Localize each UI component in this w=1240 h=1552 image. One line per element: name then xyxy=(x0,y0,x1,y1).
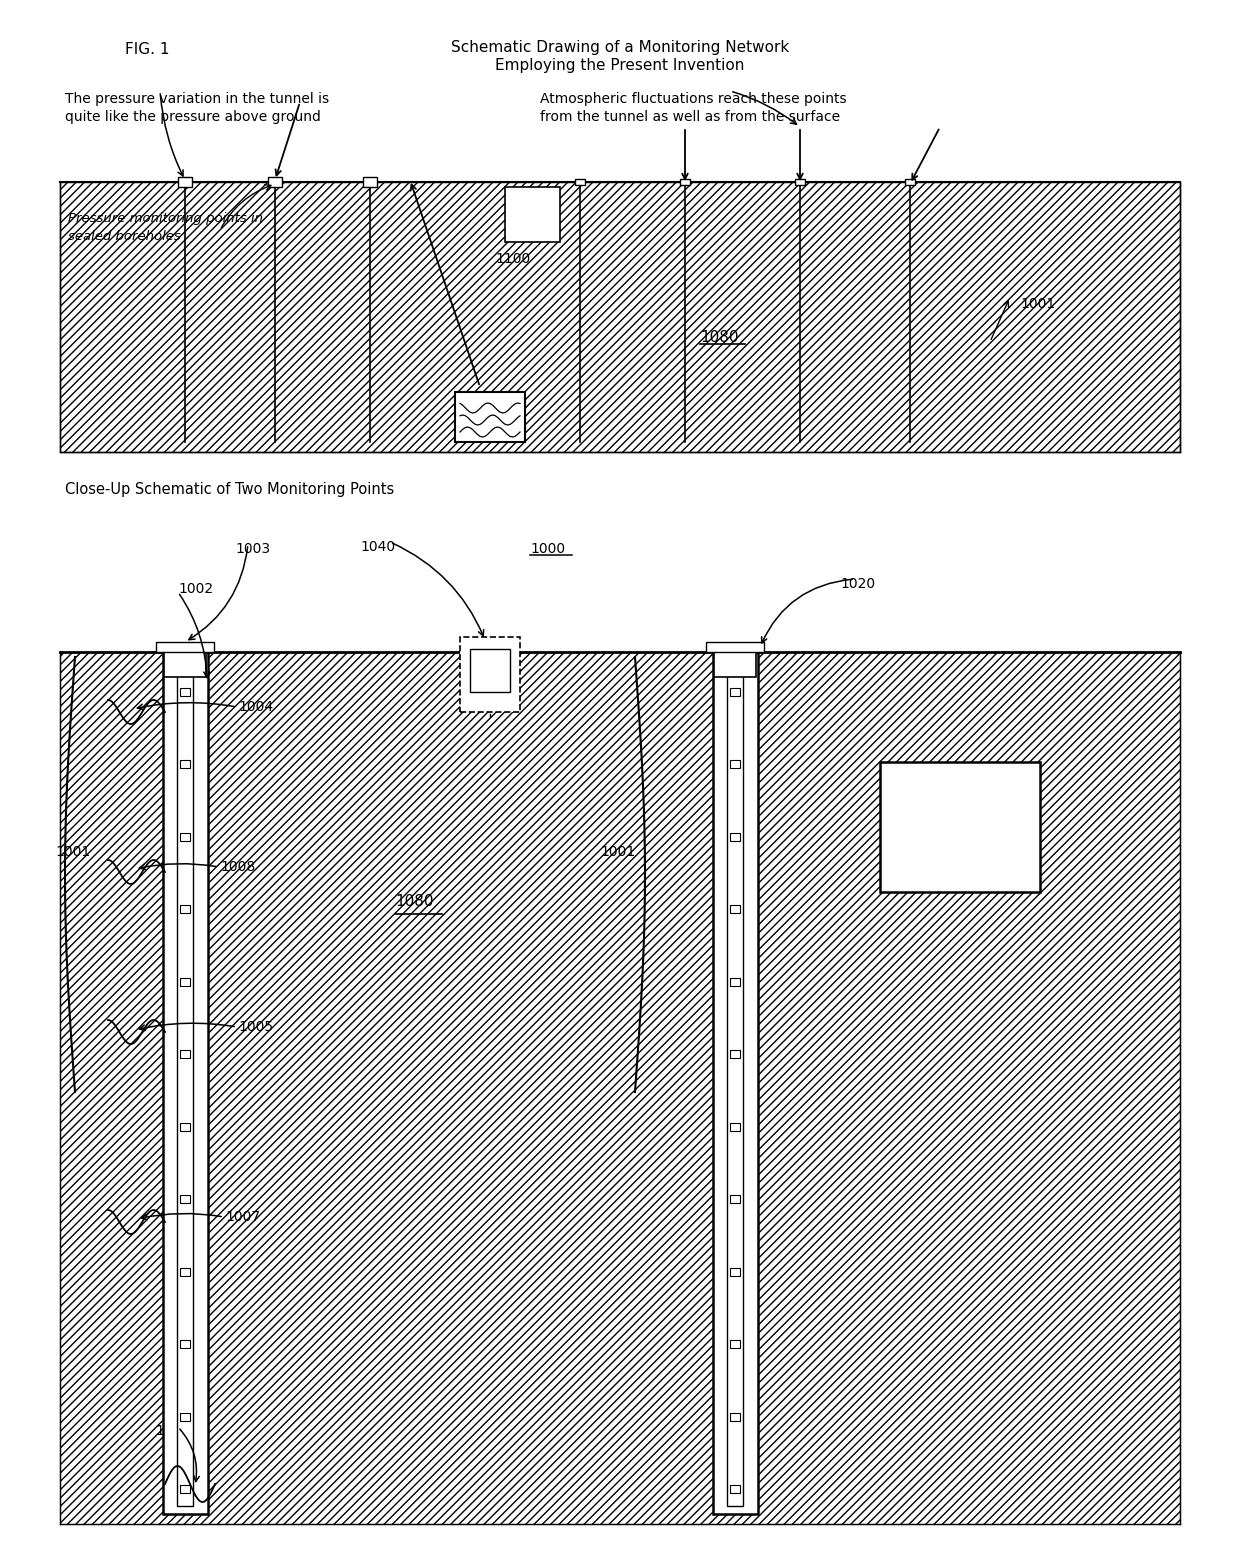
Bar xyxy=(730,905,740,914)
Text: 1020: 1020 xyxy=(839,577,875,591)
Text: 1002: 1002 xyxy=(179,582,213,596)
Text: Pressure monitoring points in: Pressure monitoring points in xyxy=(68,213,263,225)
Bar xyxy=(575,178,585,185)
Bar xyxy=(680,178,689,185)
Text: 1001: 1001 xyxy=(55,844,91,858)
Bar xyxy=(706,643,764,652)
Bar xyxy=(880,762,1040,892)
Text: 1007: 1007 xyxy=(224,1211,260,1225)
Text: Employing the Present Invention: Employing the Present Invention xyxy=(495,57,745,73)
Bar xyxy=(180,1268,190,1276)
Text: 1100: 1100 xyxy=(941,812,980,827)
Text: quite like the pressure above ground: quite like the pressure above ground xyxy=(64,110,321,124)
Bar xyxy=(730,1268,740,1276)
Bar xyxy=(905,178,915,185)
Bar xyxy=(60,652,1180,1524)
Bar xyxy=(730,833,740,841)
Text: 1040: 1040 xyxy=(360,540,396,554)
Bar xyxy=(470,649,510,692)
Bar xyxy=(180,1339,190,1349)
Bar xyxy=(180,688,190,695)
Text: 1080: 1080 xyxy=(396,894,434,909)
Text: Atmospheric fluctuations reach these points: Atmospheric fluctuations reach these poi… xyxy=(539,92,847,106)
Text: 1008: 1008 xyxy=(219,860,255,874)
Bar xyxy=(730,1339,740,1349)
Text: 1100: 1100 xyxy=(495,251,531,265)
Text: 1000: 1000 xyxy=(529,542,565,556)
Bar xyxy=(460,636,520,712)
Bar xyxy=(730,1122,740,1131)
Text: The pressure variation in the tunnel is: The pressure variation in the tunnel is xyxy=(64,92,329,106)
Text: 1006: 1006 xyxy=(155,1425,190,1439)
Bar xyxy=(363,177,377,186)
Text: 1001: 1001 xyxy=(600,844,635,858)
Bar xyxy=(180,760,190,768)
Bar xyxy=(180,1485,190,1493)
Bar xyxy=(156,643,215,652)
Bar xyxy=(505,186,560,242)
Text: 1004: 1004 xyxy=(238,700,273,714)
Bar xyxy=(727,664,743,1505)
Bar xyxy=(180,978,190,986)
Text: 1005: 1005 xyxy=(238,1020,273,1034)
Text: 1003: 1003 xyxy=(236,542,270,556)
Bar xyxy=(180,833,190,841)
Bar xyxy=(730,688,740,695)
Bar xyxy=(60,182,1180,452)
Text: FIG. 1: FIG. 1 xyxy=(125,42,170,57)
Bar xyxy=(180,1195,190,1203)
Bar xyxy=(730,1051,740,1058)
Bar xyxy=(713,652,758,1515)
Text: from the tunnel as well as from the surface: from the tunnel as well as from the surf… xyxy=(539,110,841,124)
Text: sealed boreholes: sealed boreholes xyxy=(68,230,181,244)
Bar xyxy=(730,1195,740,1203)
Bar xyxy=(180,1412,190,1420)
Bar xyxy=(730,1485,740,1493)
Bar xyxy=(730,1412,740,1420)
Bar xyxy=(164,652,206,677)
Bar xyxy=(268,177,281,186)
Bar xyxy=(180,1122,190,1131)
Bar xyxy=(730,760,740,768)
Bar xyxy=(177,664,193,1505)
Bar xyxy=(730,978,740,986)
Text: 1080: 1080 xyxy=(701,329,739,345)
Bar xyxy=(455,393,525,442)
Text: Close-Up Schematic of Two Monitoring Points: Close-Up Schematic of Two Monitoring Poi… xyxy=(64,483,394,497)
Text: Schematic Drawing of a Monitoring Network: Schematic Drawing of a Monitoring Networ… xyxy=(451,40,789,54)
Bar xyxy=(714,652,756,677)
Text: 1001: 1001 xyxy=(1021,296,1055,310)
Bar xyxy=(162,652,208,1515)
Bar xyxy=(180,1051,190,1058)
Bar xyxy=(180,905,190,914)
Bar xyxy=(179,177,192,186)
Bar xyxy=(795,178,805,185)
